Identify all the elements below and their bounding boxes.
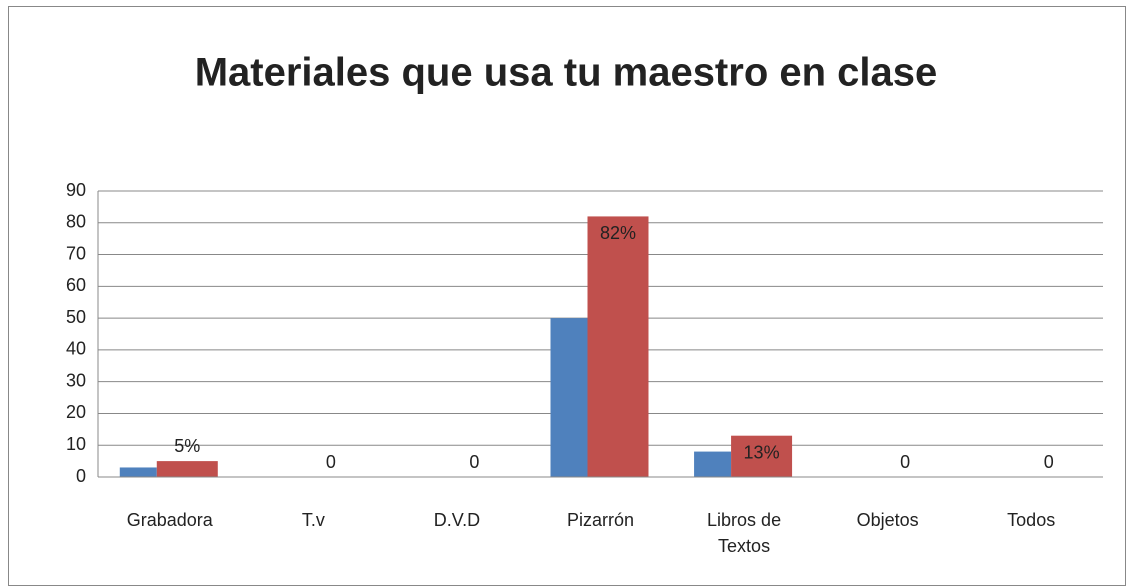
y-tick-label: 0 <box>76 466 86 486</box>
y-tick-label: 40 <box>66 339 86 359</box>
y-tick-label: 10 <box>66 434 86 454</box>
data-label: 0 <box>900 452 910 472</box>
y-tick-label: 30 <box>66 370 86 390</box>
bar <box>119 467 157 477</box>
y-tick-label: 50 <box>66 307 86 327</box>
y-tick-label: 20 <box>66 402 86 422</box>
data-label: 0 <box>326 452 336 472</box>
y-tick-label: 60 <box>66 275 86 295</box>
bar <box>587 216 649 477</box>
bar <box>550 318 588 477</box>
bar <box>156 461 218 477</box>
chart-title: Materiales que usa tu maestro en clase <box>195 51 938 95</box>
y-tick-label: 90 <box>66 180 86 200</box>
x-tick-label: Libros de Textos <box>707 510 782 556</box>
data-label: 0 <box>469 452 479 472</box>
data-label: 13% <box>744 442 780 462</box>
x-tick-label: D.V.D <box>433 510 481 530</box>
bar <box>731 435 793 477</box>
data-label: 82% <box>600 223 636 243</box>
y-tick-label: 80 <box>66 212 86 232</box>
bar <box>694 451 732 477</box>
x-tick-label: Pizarrón <box>566 510 635 530</box>
data-label: 0 <box>1044 452 1054 472</box>
x-tick-label: Objetos <box>856 510 919 530</box>
y-tick-label: 70 <box>66 243 86 263</box>
data-label: 5% <box>174 436 200 456</box>
x-tick-label: Todos <box>1007 510 1056 530</box>
x-tick-label: Grabadora <box>126 510 213 530</box>
x-tick-label: T.v <box>301 510 325 530</box>
